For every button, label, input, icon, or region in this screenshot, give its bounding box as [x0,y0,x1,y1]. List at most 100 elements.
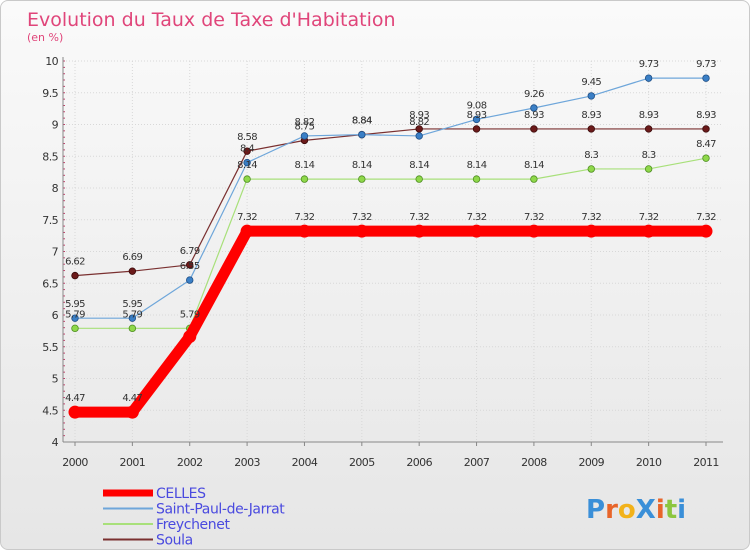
data-label-celles: 7.32 [696,212,716,223]
x-tick-label: 2006 [406,456,432,469]
x-tick-label: 2004 [292,456,318,469]
data-point-freychenet [358,175,366,183]
x-tick-label: 2010 [636,456,662,469]
axes: 4 4.5 5 5.5 6 6.5 7 7.5 8 8.5 9 9.5 10 2000 2001 2002 20… [42,55,723,469]
y-tick-label: 7 [52,246,59,259]
data-label-freychenet: 8.14 [409,160,429,171]
data-point-saint-paul-de-jarrat [243,158,251,167]
legend-label-celles: CELLES [156,486,206,502]
data-label-soula: 8.93 [467,110,487,121]
series-line-saint-paul-de-jarrat [74,77,707,319]
x-tick-label: 2011 [693,456,719,469]
data-label-freychenet: 8.3 [642,150,656,161]
x-tick-label: 2009 [578,456,604,469]
data-label-soula: 6.69 [122,252,142,263]
data-label-celles: 7.32 [352,212,372,223]
data-label-saint-paul-de-jarrat: 6.55 [180,261,200,272]
data-point-saint-paul-de-jarrat [415,132,423,140]
data-label-celles: 7.32 [524,212,544,223]
data-label-soula: 8.93 [409,110,429,121]
data-label-saint-paul-de-jarrat: 5.95 [122,299,142,310]
data-point-freychenet [71,324,79,333]
data-label-celles: 7.32 [409,212,429,223]
x-tick-label: 2008 [521,456,547,469]
data-label-saint-paul-de-jarrat: 8.84 [352,116,372,127]
data-point-soula [530,125,538,133]
x-tick-label: 2002 [177,456,203,469]
data-point-celles [412,224,426,238]
data-point-freychenet [243,175,251,183]
data-label-freychenet: 5.79 [65,309,85,320]
data-point-celles [699,224,713,238]
data-point-celles [240,224,254,238]
data-point-saint-paul-de-jarrat [300,132,309,140]
data-point-freychenet [702,154,710,162]
series-line-freychenet [74,157,707,329]
legend-label-soula: Soula [156,533,193,549]
y-tick-label: 7.5 [42,214,58,227]
data-label-celles: 7.32 [237,212,257,223]
chart-subtitle: (en %) [27,31,63,44]
data-label-soula: 6.62 [65,257,85,268]
data-label-celles: 4.47 [65,393,85,404]
data-label-saint-paul-de-jarrat: 9.26 [524,89,544,100]
data-point-saint-paul-de-jarrat [128,314,137,322]
y-tick-label: 5.5 [42,341,58,354]
data-label-soula: 6.79 [180,246,200,257]
data-label-freychenet: 5.79 [122,309,142,320]
data-label-freychenet: 8.3 [584,150,598,161]
data-point-freychenet [472,175,481,183]
series-line-celles [69,225,712,418]
data-point-soula [128,267,137,275]
y-tick-label: 9 [52,119,59,132]
data-point-saint-paul-de-jarrat [71,314,79,322]
legend-label-saint-paul-de-jarrat: Saint-Paul-de-Jarrat [156,502,285,518]
data-label-soula: 8.93 [524,110,544,121]
data-label-soula: 8.93 [696,110,716,121]
data-label-soula: 8.84 [352,116,372,127]
y-tick-label: 9.5 [42,87,58,100]
data-label-saint-paul-de-jarrat: 5.95 [65,299,85,310]
data-label-freychenet: 8.14 [237,160,257,171]
data-label-celles: 7.32 [295,212,315,223]
data-point-soula [702,125,710,133]
data-point-celles [68,405,82,419]
data-point-saint-paul-de-jarrat [587,92,595,100]
data-label-saint-paul-de-jarrat: 9.73 [639,59,659,70]
data-point-celles [297,224,311,238]
x-tick-label: 2000 [62,456,88,469]
gridlines [63,60,723,443]
data-point-soula [243,147,251,155]
legend-label-freychenet: Freychenet [156,517,230,533]
x-tick-label: 2005 [349,456,375,469]
data-point-freychenet [530,175,538,183]
data-point-freychenet [300,175,309,183]
data-point-soula [587,125,595,133]
data-point-soula [71,271,79,280]
data-label-saint-paul-de-jarrat: 8.82 [295,117,315,128]
data-point-celles [584,224,598,238]
y-tick-label: 4 [52,436,59,449]
series-layer [68,74,713,419]
data-point-saint-paul-de-jarrat [472,115,481,124]
y-tick-label: 8.5 [42,150,58,163]
data-point-saint-paul-de-jarrat [530,104,538,112]
data-point-saint-paul-de-jarrat [702,74,710,82]
x-tick-label: 2003 [234,456,260,469]
data-label-celles: 7.32 [467,212,487,223]
data-label-celles: 4.47 [122,393,142,404]
y-tick-label: 10 [45,55,58,68]
y-tick-label: 6 [52,309,59,322]
data-label-freychenet: 5.79 [180,309,200,320]
y-tick-label: 8 [52,182,59,195]
data-label-saint-paul-de-jarrat: 9.08 [467,100,487,111]
data-point-freychenet [415,175,423,183]
data-label-saint-paul-de-jarrat: 8.82 [409,117,429,128]
data-point-celles [642,224,656,238]
data-label-freychenet: 8.47 [696,139,716,150]
data-label-freychenet: 8.14 [295,160,315,171]
data-point-celles [125,405,139,419]
data-label-freychenet: 8.14 [352,160,372,171]
